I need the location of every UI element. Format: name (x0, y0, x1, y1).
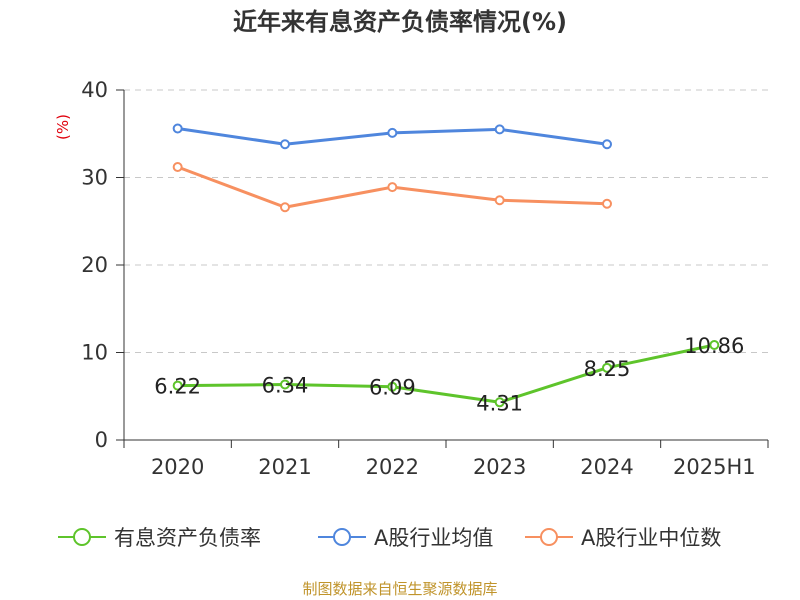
x-tick-label: 2021 (258, 455, 311, 479)
data-point (602, 198, 612, 209)
y-axis-label: (%) (54, 114, 72, 140)
data-label: 8.25 (584, 357, 631, 381)
data-point (494, 195, 505, 206)
y-tick-label: 40 (81, 78, 108, 102)
legend-marker-icon (58, 528, 106, 546)
legend-marker-icon (318, 528, 366, 546)
legend-label: 有息资产负债率 (114, 526, 261, 550)
y-tick-label: 30 (81, 166, 108, 190)
y-tick-label: 20 (81, 253, 108, 277)
source-note: 制图数据来自恒生聚源数据库 (302, 580, 498, 598)
chart-title: 近年来有息资产负债率情况(%) (233, 8, 567, 36)
legend-marker-icon (525, 528, 573, 546)
data-point (602, 139, 612, 150)
data-point (387, 381, 398, 392)
x-tick-label: 2024 (580, 455, 633, 479)
data-point (602, 362, 612, 373)
data-point (709, 339, 720, 350)
legend: 有息资产负债率 A股行业均值 A股行业中位数 (0, 520, 800, 554)
series-layer (172, 123, 720, 408)
label-layer: 6.22 6.34 6.09 4.31 8.25 10.86 (154, 334, 744, 415)
data-point (280, 202, 290, 213)
grid-layer (124, 89, 768, 353)
data-label: 10.86 (684, 334, 744, 358)
data-point (494, 397, 505, 408)
legend-item-industry-mean[interactable]: A股行业均值 (318, 520, 493, 554)
data-label: 6.22 (154, 375, 201, 399)
data-point (280, 379, 290, 390)
axis-layer: 0 10 20 30 40 2020 2021 2022 2023 2024 2025H1 (81, 78, 769, 479)
x-tick-label: 2023 (473, 455, 526, 479)
x-tick-label: 2022 (366, 455, 419, 479)
data-point (172, 162, 183, 172)
data-point (387, 127, 398, 138)
x-tick-label: 2020 (151, 455, 204, 479)
y-tick-label: 10 (81, 341, 108, 365)
data-point (172, 123, 183, 134)
series-line (177, 343, 715, 404)
data-label: 6.09 (369, 376, 416, 400)
data-point (387, 182, 398, 193)
data-label: 4.31 (476, 391, 523, 415)
legend-label: A股行业中位数 (581, 526, 722, 550)
data-point (494, 124, 505, 135)
legend-item-industry-median[interactable]: A股行业中位数 (525, 520, 721, 554)
data-point (280, 139, 290, 150)
data-point (172, 380, 183, 391)
legend-label: A股行业均值 (374, 526, 494, 550)
legend-item-debt-ratio[interactable]: 有息资产负债率 (58, 520, 261, 554)
x-tick-label: 2025H1 (673, 455, 756, 479)
data-label: 6.34 (262, 374, 309, 398)
y-tick-label: 0 (95, 428, 108, 452)
